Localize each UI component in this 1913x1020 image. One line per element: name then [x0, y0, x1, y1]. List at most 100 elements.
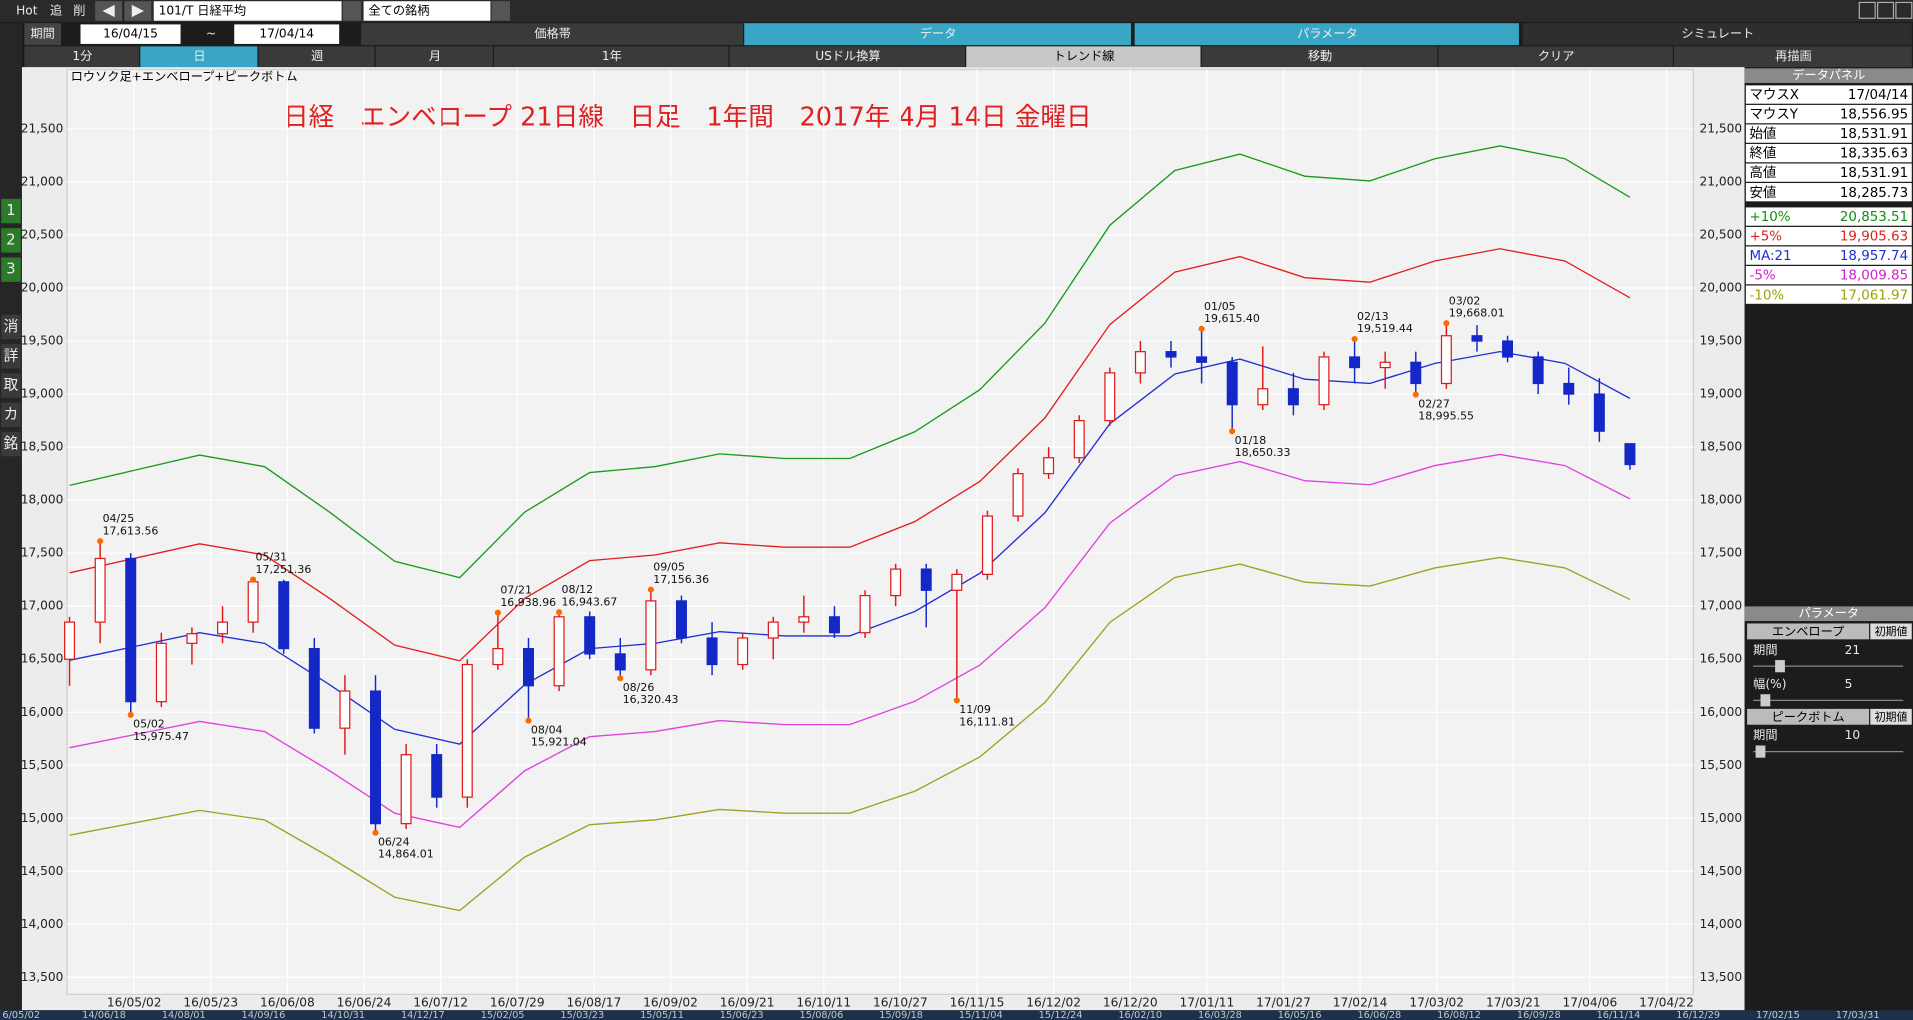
x-tick-label: 17/03/21: [1486, 995, 1541, 1009]
side-label: 詳: [4, 347, 19, 364]
candle-body: [1104, 372, 1116, 422]
candle-body: [1226, 361, 1238, 406]
param-value: 5: [1845, 677, 1853, 691]
from-input[interactable]: [80, 24, 181, 44]
x-tick-label: 16/10/11: [796, 995, 851, 1009]
side-button[interactable]: [1, 373, 21, 398]
dropdown[interactable]: [491, 1, 510, 21]
range-label: USドル換算: [815, 48, 880, 63]
x-tick-label: 17/04/06: [1563, 995, 1618, 1009]
x-tick-label: 16/05/23: [183, 995, 238, 1009]
peak-value: 18,995.55: [1418, 410, 1474, 423]
tab[interactable]: [1522, 23, 1912, 46]
side-button[interactable]: [1, 198, 21, 224]
slider-thumb[interactable]: [1755, 745, 1766, 758]
range-tab[interactable]: [1201, 46, 1438, 68]
peak-value: 19,668.01: [1449, 306, 1505, 319]
symbol-input[interactable]: [153, 1, 342, 21]
peak-date: 08/26: [623, 681, 655, 694]
peak-date: 09/05: [653, 561, 685, 574]
to-input[interactable]: [234, 24, 340, 44]
peak-date: 06/24: [378, 836, 410, 849]
candle-body: [1043, 457, 1055, 475]
candle-body: [492, 648, 504, 666]
x-tick-label: 16/07/12: [413, 995, 468, 1009]
dropdown[interactable]: [342, 1, 362, 21]
timeline-label: 17/03/31: [1836, 1010, 1880, 1020]
tab[interactable]: [744, 23, 1131, 46]
panel-row: [1745, 246, 1912, 265]
timeline-label: 14/09/16: [242, 1010, 286, 1020]
range-tab[interactable]: [729, 46, 966, 68]
candle-body: [584, 616, 596, 655]
candle-body: [675, 600, 687, 639]
candle-body: [522, 648, 534, 687]
x-tick-label: 17/01/11: [1179, 995, 1234, 1009]
window-button[interactable]: [1858, 1, 1876, 19]
param-value: 10: [1845, 728, 1861, 742]
range-label: 再描画: [1775, 49, 1812, 63]
y-tick-label: 17,500: [21, 546, 64, 560]
range-tab[interactable]: [24, 46, 140, 68]
side-button[interactable]: [1, 257, 21, 282]
side-button[interactable]: [1, 431, 21, 457]
peak-marker: [617, 675, 624, 682]
peak-marker: [953, 697, 960, 704]
universe-input[interactable]: [363, 1, 491, 21]
timeline-label: 16/03/28: [1198, 1010, 1242, 1020]
range-tab[interactable]: [140, 46, 258, 68]
tabs: 価格帯 データ パラメータ シミュレート: [361, 23, 1912, 46]
y-tick-label-right: 13,500: [1699, 970, 1742, 984]
row-label: マウスX: [1750, 87, 1799, 103]
x-tick-label: 17/04/22: [1639, 995, 1694, 1009]
window-button[interactable]: [1877, 1, 1895, 19]
button[interactable]: Hot: [16, 3, 38, 17]
panel-title: データパネル: [1792, 67, 1865, 82]
x-tick-label: 16/09/02: [643, 995, 698, 1009]
candle-body: [859, 594, 871, 634]
range-tab[interactable]: [375, 46, 493, 68]
y-tick-label: 20,000: [21, 281, 64, 295]
reset-button[interactable]: [1870, 623, 1912, 640]
peak-marker: [97, 538, 104, 545]
y-tick-label-right: 14,500: [1699, 864, 1742, 878]
timeline-label: 16/06/28: [1357, 1010, 1401, 1020]
side-label: 銘: [4, 435, 19, 452]
side-button[interactable]: [1, 344, 21, 369]
row-value: 18,556.95: [1840, 108, 1908, 123]
side-label: 消: [4, 318, 19, 335]
candle-body: [125, 557, 137, 703]
row-label: 始値: [1750, 126, 1777, 142]
tab[interactable]: [1134, 23, 1519, 46]
side-button[interactable]: [1, 314, 21, 340]
peak-marker: [1443, 320, 1450, 327]
slider-thumb[interactable]: [1775, 660, 1785, 673]
range-label: 日: [193, 49, 205, 63]
peak-date: 05/02: [133, 718, 165, 731]
reset-button[interactable]: [1870, 708, 1912, 725]
y-tick-label: 14,500: [21, 864, 64, 878]
range-tab[interactable]: [966, 46, 1201, 68]
range-tab[interactable]: [1438, 46, 1673, 68]
tab[interactable]: [361, 23, 743, 46]
row-value: 18,531.91: [1840, 127, 1908, 142]
x-tick-label: 17/03/02: [1409, 995, 1464, 1009]
range-tab[interactable]: [494, 46, 729, 68]
range-label: クリア: [1538, 49, 1575, 63]
timeline-label: 14/10/31: [321, 1010, 365, 1020]
window-button[interactable]: [1895, 1, 1913, 19]
slider-thumb[interactable]: [1760, 694, 1771, 707]
side-label: カ: [4, 406, 19, 423]
timeline-label: 15/11/04: [959, 1010, 1003, 1020]
side-button[interactable]: [1, 228, 21, 253]
range-tab[interactable]: [258, 46, 375, 68]
envelope-line: [69, 145, 1631, 579]
peak-date: 01/18: [1235, 434, 1267, 447]
side-button[interactable]: [1, 402, 21, 428]
button[interactable]: 追: [50, 2, 62, 17]
button[interactable]: 削: [73, 3, 85, 17]
range-tab[interactable]: [1673, 46, 1912, 68]
range-tabs: 1分 日 週 月 1年 USドル換算 トレンド線 移動 クリア 再描画: [24, 46, 1912, 68]
